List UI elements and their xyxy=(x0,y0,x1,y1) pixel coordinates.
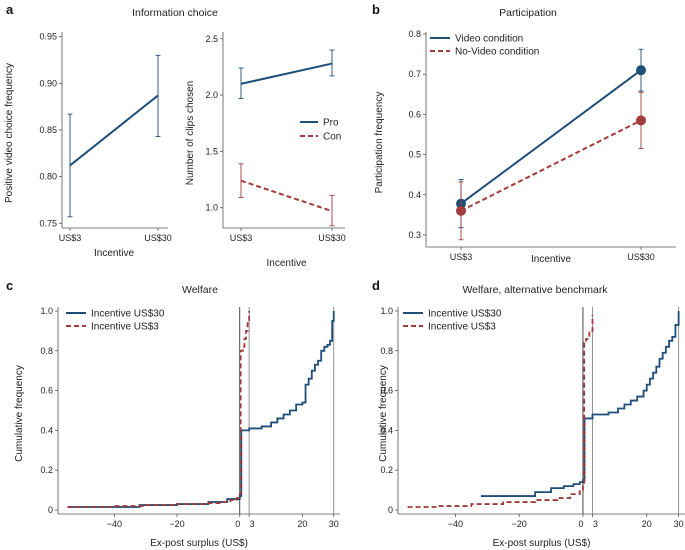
series-line-a1-0 xyxy=(69,94,159,167)
panel-letter-d: d xyxy=(372,278,380,293)
step-series-d-0 xyxy=(480,310,680,497)
panel-letter-a1: a xyxy=(6,2,14,17)
y-tick-label-b: 0.4 xyxy=(408,190,421,200)
y-tick-label-a1: 0.85 xyxy=(39,125,57,135)
x-tick-label-c: −20 xyxy=(169,519,184,529)
y-axis-label-a1: Positive video choice frequency xyxy=(4,63,15,203)
step-series-d-1 xyxy=(407,314,594,508)
panel-title-b: Participation xyxy=(499,7,557,19)
panel-title-c: Welfare xyxy=(182,284,218,296)
y-tick-label-b: 0.5 xyxy=(408,150,421,160)
x-axis-label-a1: Incentive xyxy=(94,248,134,259)
data-point-b-0 xyxy=(636,65,646,76)
y-tick-label-d: 0.2 xyxy=(380,465,393,475)
legend-label-b-0: Video condition xyxy=(455,34,523,45)
x-tick-label-d: 0 xyxy=(578,519,583,529)
x-tick-label-a2: US$30 xyxy=(318,233,346,243)
y-tick-label-d: 0.4 xyxy=(380,425,393,435)
series-line-b-0 xyxy=(460,69,642,205)
x-tick-label-d: −20 xyxy=(512,519,527,529)
y-tick-label-c: 0.4 xyxy=(40,425,53,435)
step-series-c-0 xyxy=(67,310,335,508)
legend-label-c-1: Incentive US$3 xyxy=(91,322,159,333)
y-tick-label-c: 1.0 xyxy=(40,306,53,316)
y-tick-label-a1: 0.90 xyxy=(39,78,57,88)
y-tick-label-d: 0.6 xyxy=(380,386,393,396)
series-line-a2-0 xyxy=(240,62,333,85)
data-point-b-1 xyxy=(636,115,646,126)
y-tick-label-b: 0.3 xyxy=(408,230,421,240)
legend-label-a2-1: Con xyxy=(323,132,341,143)
y-tick-label-a2: 1.5 xyxy=(205,146,218,156)
legend-label-d-0: Incentive US$30 xyxy=(428,309,502,320)
y-tick-label-c: 0 xyxy=(48,505,53,515)
x-tick-label-d: −40 xyxy=(448,519,463,529)
y-tick-label-d: 0 xyxy=(388,505,393,515)
x-axis-label-b: Incentive xyxy=(531,254,571,265)
y-tick-label-a1: 0.80 xyxy=(39,172,57,182)
x-axis-label-c: Ex-post surplus (US$) xyxy=(150,538,248,549)
panel-title-d: Welfare, alternative benchmark xyxy=(462,284,608,296)
y-axis-label-a2: Number of clips chosen xyxy=(185,81,196,186)
panel-letter-b: b xyxy=(372,2,380,17)
x-tick-label-b: US$3 xyxy=(450,252,473,262)
x-tick-label-c: 3 xyxy=(250,519,255,529)
x-tick-label-a1: US$30 xyxy=(144,233,172,243)
y-tick-label-d: 1.0 xyxy=(380,306,393,316)
legend-label-c-0: Incentive US$30 xyxy=(91,309,165,320)
x-tick-label-d: 20 xyxy=(642,519,652,529)
y-axis-label-c: Cumulative frequency xyxy=(14,365,25,462)
x-axis-label-d: Ex-post surplus (US$) xyxy=(493,538,591,549)
y-tick-label-b: 0.7 xyxy=(408,69,421,79)
panel-letter-c: c xyxy=(6,278,13,293)
legend-label-d-1: Incentive US$3 xyxy=(428,322,496,333)
x-axis-label-a2: Incentive xyxy=(266,258,306,269)
step-series-c-1 xyxy=(67,310,251,508)
x-tick-label-c: 0 xyxy=(235,519,240,529)
x-tick-label-c: 30 xyxy=(329,519,339,529)
y-tick-label-a2: 2.0 xyxy=(205,90,218,100)
series-line-a2-1 xyxy=(240,179,333,213)
x-tick-label-a2: US$3 xyxy=(230,233,253,243)
x-tick-label-c: −40 xyxy=(107,519,122,529)
panel-title-a1: Information choice xyxy=(132,7,218,19)
data-point-b-1 xyxy=(456,205,466,216)
x-tick-label-b: US$30 xyxy=(627,252,655,262)
legend-label-a2-0: Pro xyxy=(323,118,339,129)
y-tick-label-a2: 1.0 xyxy=(205,203,218,213)
x-tick-label-a1: US$3 xyxy=(59,233,82,243)
y-tick-label-a1: 0.95 xyxy=(39,32,57,42)
y-tick-label-b: 0.6 xyxy=(408,109,421,119)
y-tick-label-c: 0.8 xyxy=(40,346,53,356)
y-tick-label-c: 0.6 xyxy=(40,386,53,396)
y-axis-label-b: Participation frequency xyxy=(374,92,385,194)
y-tick-label-b: 0.8 xyxy=(408,29,421,39)
y-tick-label-d: 0.8 xyxy=(380,346,393,356)
y-tick-label-a1: 0.75 xyxy=(39,218,57,228)
y-tick-label-a2: 2.5 xyxy=(205,34,218,44)
y-tick-label-c: 0.2 xyxy=(40,465,53,475)
x-tick-label-c: 20 xyxy=(297,519,307,529)
legend-label-b-1: No-Video condition xyxy=(455,47,539,58)
x-tick-label-d: 3 xyxy=(593,519,598,529)
series-line-b-1 xyxy=(460,119,642,212)
x-tick-label-d: 30 xyxy=(674,519,684,529)
y-axis-label-d: Cumulative frequency xyxy=(378,365,389,462)
